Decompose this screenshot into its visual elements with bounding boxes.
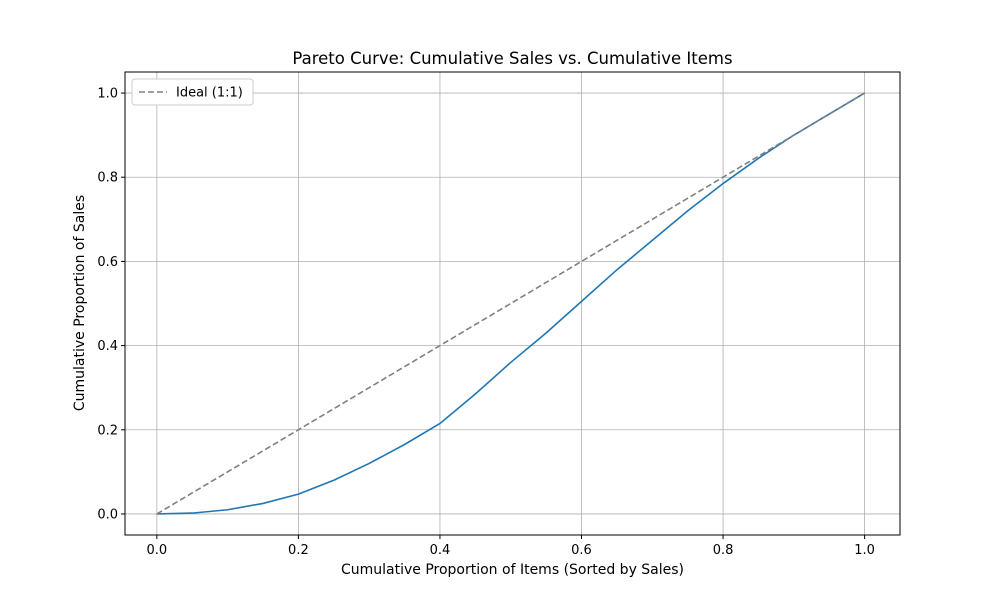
series-layer	[156, 92, 866, 515]
chart-title: Pareto Curve: Cumulative Sales vs. Cumul…	[292, 49, 732, 68]
grid	[125, 72, 900, 535]
y-tick-label: 0.4	[97, 339, 118, 354]
legend-label-ideal: Ideal (1:1)	[176, 86, 243, 101]
ticks: 0.0 0.2 0.4 0.6 0.8 1.0 0.0 0.2 0.4 0.6 0.8 1.0	[97, 87, 875, 558]
x-tick-label: 0.4	[430, 543, 451, 558]
legend: Ideal (1:1)	[131, 78, 254, 106]
ideal-line	[156, 92, 866, 515]
y-tick-label: 0.8	[97, 171, 118, 186]
x-tick-label: 0.2	[288, 543, 309, 558]
x-axis-label: Cumulative Proportion of Items (Sorted b…	[341, 562, 684, 578]
x-tick-label: 0.0	[147, 543, 168, 558]
plot-frame	[124, 71, 901, 536]
y-axis-label: Cumulative Proportion of Sales	[72, 195, 88, 411]
legend-box	[131, 78, 254, 106]
x-tick-label: 1.0	[854, 543, 875, 558]
y-tick-label: 0.0	[97, 507, 118, 522]
x-tick-label: 0.8	[713, 543, 734, 558]
pareto-curve	[156, 92, 866, 515]
x-tick-label: 0.6	[571, 543, 592, 558]
y-tick-label: 0.2	[97, 423, 118, 438]
y-tick-label: 0.6	[97, 255, 118, 270]
y-tick-label: 1.0	[97, 87, 118, 102]
